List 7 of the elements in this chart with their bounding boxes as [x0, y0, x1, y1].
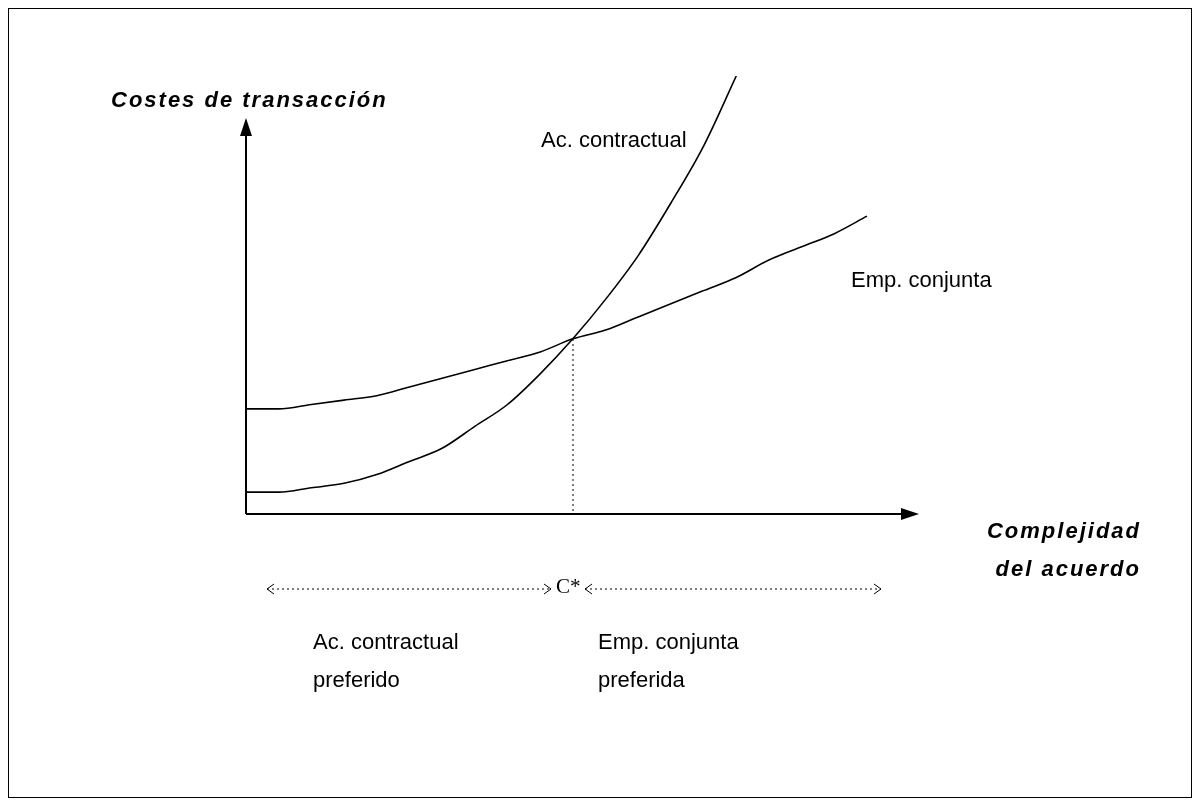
- text: Emp. conjunta preferida: [598, 628, 740, 694]
- text: C*: [556, 574, 582, 599]
- series-label: Emp. conjunta: [851, 267, 992, 293]
- text: Ac. contractual preferido: [313, 628, 460, 694]
- y-axis-title: Costes de transacción: [111, 87, 388, 113]
- x-axis-title: Complejidad del acuerdo: [986, 517, 1141, 583]
- series-label: Ac. contractual: [541, 127, 687, 153]
